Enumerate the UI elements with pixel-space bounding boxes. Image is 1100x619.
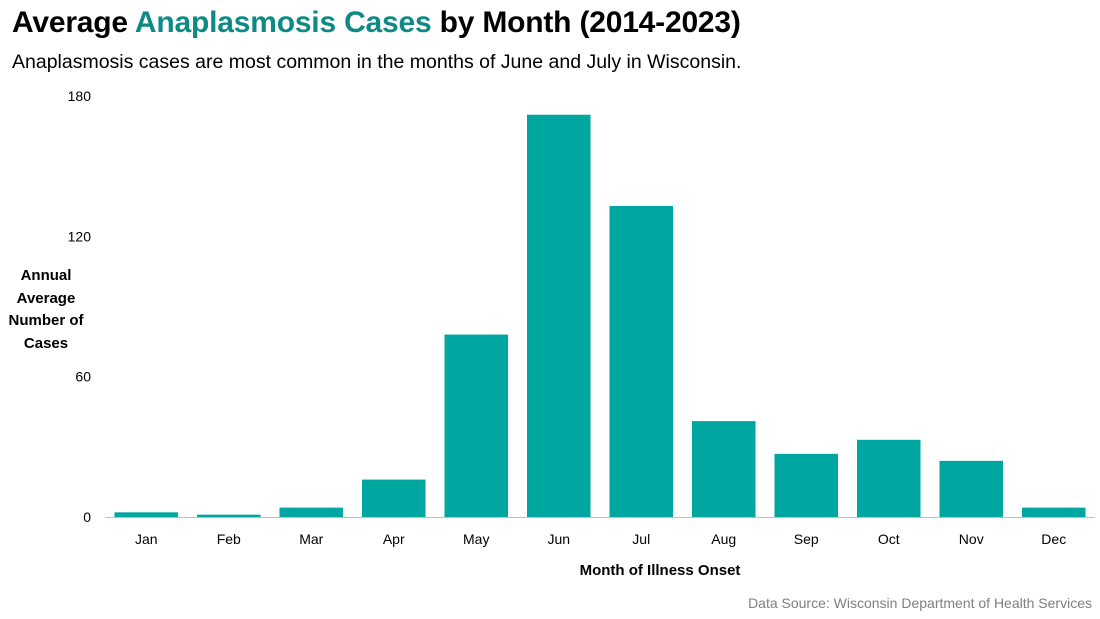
x-tick-label-jul: Jul [632,531,650,547]
data-source-note: Data Source: Wisconsin Department of Hea… [748,595,1092,611]
x-tick-label-jun: Jun [547,531,570,547]
chart-title: Average Anaplasmosis Cases by Month (201… [12,6,741,40]
y-axis-label: Annual Average Number of Cases [0,265,92,355]
bar-may [444,334,509,517]
x-tick-label-aug: Aug [711,531,736,547]
chart-title-suffix: by Month (2014-2023) [431,6,741,39]
x-tick-label-nov: Nov [959,531,984,547]
x-tick-label-jan: Jan [135,531,158,547]
bar-aug [691,421,756,517]
y-tick-label-120: 120 [68,228,92,244]
y-axis-label-line-3: Number of [8,312,84,329]
chart-title-accent: Anaplasmosis Cases [134,6,432,39]
bar-mar [279,507,344,517]
x-axis-label: Month of Illness Onset [579,562,741,579]
x-tick-label-mar: Mar [299,531,323,547]
y-tick-label-180: 180 [68,88,92,104]
chart-subtitle: Anaplasmosis cases are most common in th… [12,51,742,73]
bar-apr [361,479,426,517]
chart-title-prefix: Average [12,6,135,39]
bars [114,114,1086,518]
y-tick-label-0: 0 [83,509,91,525]
bar-jun [526,114,591,518]
x-axis-ticks: Jan Feb Mar Apr May Jun Jul Aug Sep Oct Nov Dec [135,531,1066,547]
x-tick-label-apr: Apr [383,531,405,547]
x-tick-label-sep: Sep [794,531,819,547]
x-tick-label-oct: Oct [878,531,900,547]
bar-jul [609,205,674,517]
bar-dec [1021,507,1086,517]
bar-oct [856,439,921,517]
x-tick-label-may: May [463,531,489,547]
y-tick-label-60: 60 [75,369,91,385]
bar-jan [114,512,179,517]
bar-nov [939,460,1004,517]
x-tick-label-feb: Feb [217,531,241,547]
y-axis-label-line-1: Annual [20,267,72,284]
y-axis-ticks: 0 60 120 180 [68,88,92,525]
x-tick-label-dec: Dec [1041,531,1066,547]
y-axis-label-line-2: Average [16,289,76,307]
bar-sep [774,453,839,517]
bar-feb [196,514,261,517]
y-axis-label-line-4: Cases [23,334,69,352]
